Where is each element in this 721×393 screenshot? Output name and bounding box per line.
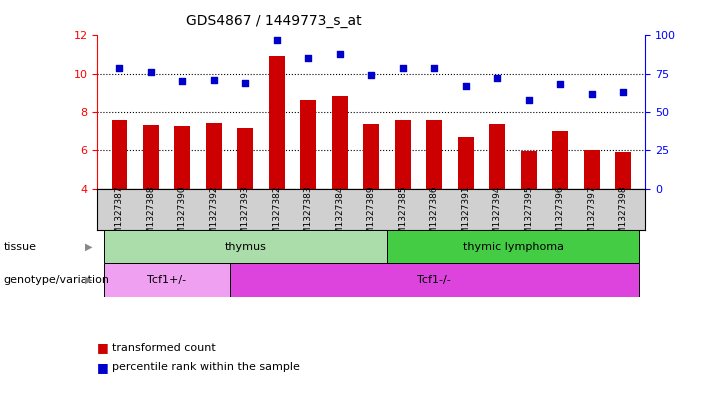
Bar: [584, 150, 600, 189]
Bar: [104, 263, 229, 297]
Point: [366, 72, 377, 78]
Text: GDS4867 / 1449773_s_at: GDS4867 / 1449773_s_at: [186, 14, 362, 28]
Point: [239, 80, 251, 86]
Bar: [269, 57, 285, 189]
Bar: [206, 123, 222, 189]
Text: tissue: tissue: [4, 242, 37, 252]
Bar: [229, 263, 639, 297]
Point: [428, 64, 440, 71]
Point: [397, 64, 409, 71]
Text: ▶: ▶: [85, 275, 92, 285]
Bar: [112, 119, 127, 189]
Bar: [332, 96, 348, 189]
Bar: [552, 131, 568, 189]
Point: [114, 64, 125, 71]
Point: [145, 69, 156, 75]
Text: ▶: ▶: [85, 242, 92, 252]
Text: Tcf1+/-: Tcf1+/-: [147, 275, 186, 285]
Bar: [363, 123, 379, 189]
Bar: [104, 230, 387, 263]
Bar: [301, 99, 317, 189]
Bar: [143, 125, 159, 189]
Bar: [616, 152, 631, 189]
Bar: [174, 127, 190, 189]
Point: [492, 75, 503, 81]
Bar: [458, 137, 474, 189]
Point: [334, 51, 345, 57]
Point: [617, 89, 629, 95]
Point: [177, 78, 188, 84]
Point: [554, 81, 566, 88]
Bar: [395, 119, 411, 189]
Text: ■: ■: [97, 361, 109, 374]
Point: [460, 83, 472, 89]
Point: [208, 77, 220, 83]
Point: [586, 90, 598, 97]
Bar: [387, 230, 639, 263]
Text: ■: ■: [97, 341, 109, 354]
Bar: [490, 125, 505, 189]
Text: genotype/variation: genotype/variation: [4, 275, 110, 285]
Text: transformed count: transformed count: [112, 343, 216, 353]
Text: thymus: thymus: [224, 242, 266, 252]
Text: Tcf1-/-: Tcf1-/-: [417, 275, 451, 285]
Point: [303, 55, 314, 61]
Bar: [426, 119, 442, 189]
Text: thymic lymphoma: thymic lymphoma: [463, 242, 564, 252]
Bar: [237, 128, 253, 189]
Bar: [521, 151, 536, 189]
Text: percentile rank within the sample: percentile rank within the sample: [112, 362, 300, 373]
Point: [271, 37, 283, 43]
Point: [523, 97, 534, 103]
